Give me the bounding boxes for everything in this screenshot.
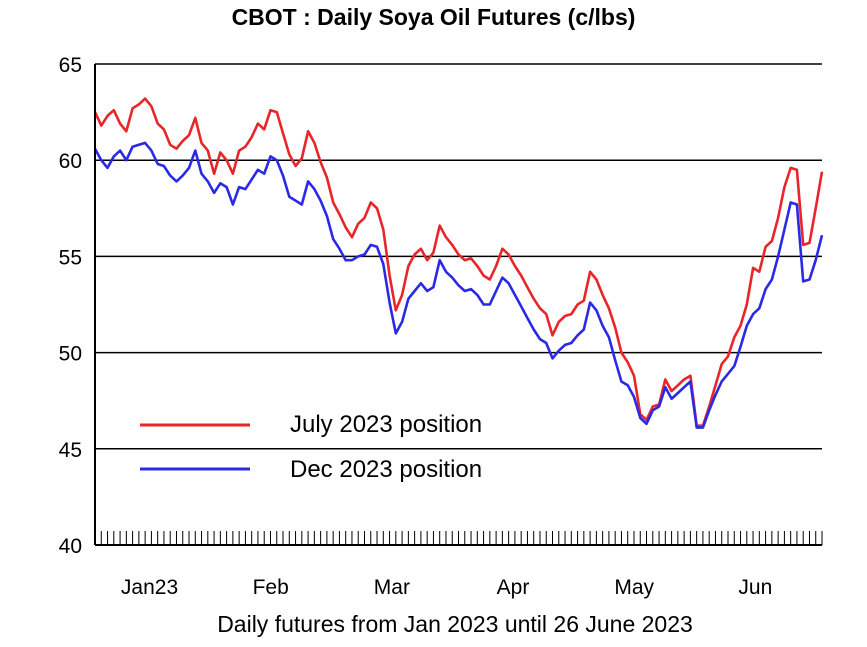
y-tick-label: 40 — [59, 535, 82, 558]
x-tick-label: Jan23 — [121, 576, 178, 599]
x-tick-label: Jun — [738, 576, 772, 599]
x-tick-label: Feb — [253, 576, 289, 599]
x-tick-label: May — [614, 576, 654, 599]
y-tick-label: 55 — [59, 246, 82, 269]
series-line-dec — [93, 141, 824, 429]
x-axis-title: Daily futures from Jan 2023 until 26 Jun… — [217, 611, 693, 637]
grid-layer — [95, 63, 822, 450]
chart-title: CBOT : Daily Soya Oil Futures (c/lbs) — [231, 4, 636, 30]
x-axis-labels: Jan23 Feb Mar Apr May Jun — [121, 576, 772, 599]
legend-label-dec: Dec 2023 position — [290, 456, 482, 483]
y-axis-labels: 40 45 50 55 60 65 — [59, 54, 82, 558]
series-line-july — [93, 97, 824, 428]
legend: July 2023 position Dec 2023 position — [140, 411, 482, 483]
series-layer — [93, 97, 824, 429]
x-tick-label: Apr — [497, 576, 530, 599]
y-tick-label: 65 — [59, 54, 82, 77]
y-tick-label: 45 — [59, 439, 82, 462]
x-tick-label: Mar — [374, 576, 410, 599]
legend-label-july: July 2023 position — [290, 411, 482, 438]
x-axis-ticks — [94, 531, 823, 545]
y-tick-label: 60 — [59, 150, 82, 173]
y-tick-label: 50 — [59, 343, 82, 366]
